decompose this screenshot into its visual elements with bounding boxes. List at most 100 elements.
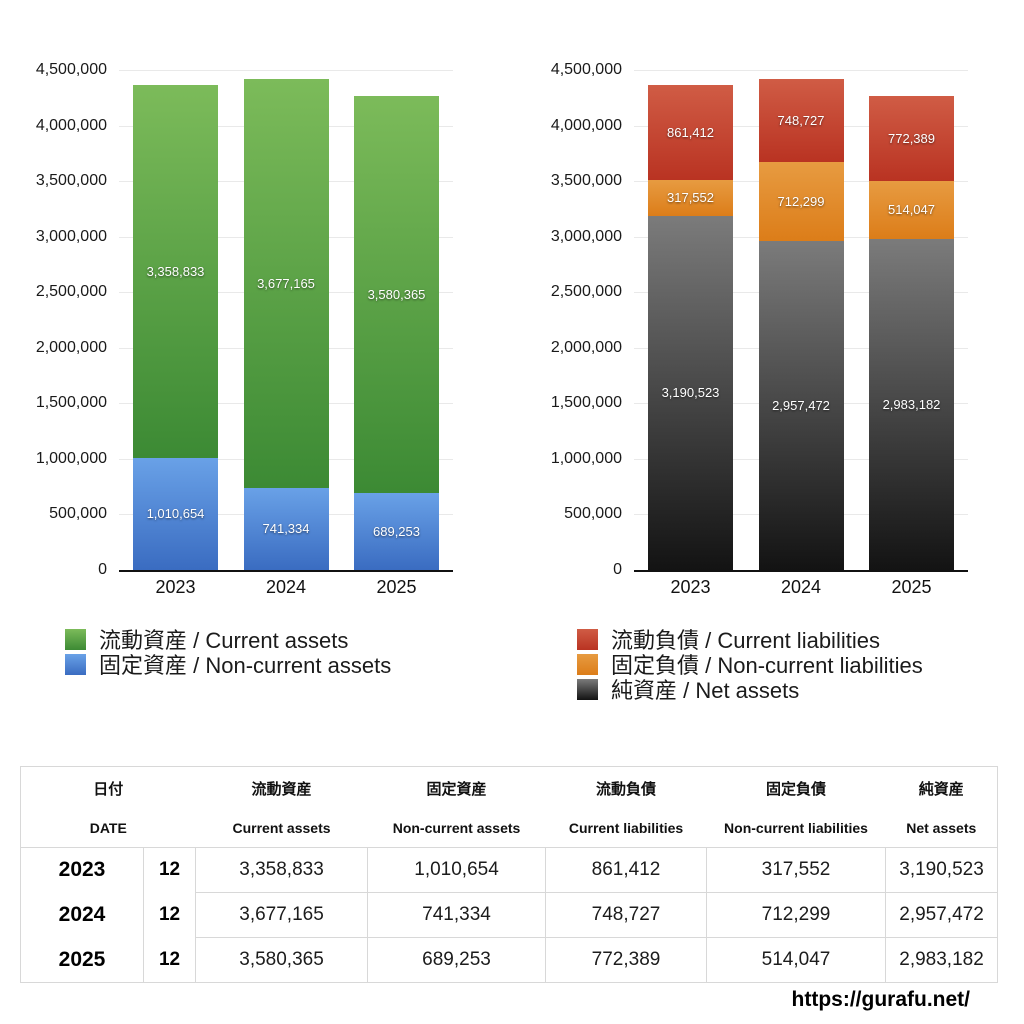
bar-value-label: 2,957,472 bbox=[772, 398, 830, 414]
y-tick-label: 3,000,000 bbox=[35, 227, 107, 245]
legend-item: 流動資産 / Current assets bbox=[65, 627, 391, 653]
y-tick-label: 4,500,000 bbox=[550, 61, 622, 78]
stacked-bar: 861,412 317,552 3,190,523 bbox=[648, 70, 733, 570]
bar-value-label: 3,358,833 bbox=[146, 263, 205, 279]
y-tick-label: 2,000,000 bbox=[550, 338, 622, 356]
y-tick-label: 3,000,000 bbox=[550, 227, 622, 245]
gridline bbox=[634, 70, 968, 71]
value-cell: 748,727 bbox=[545, 892, 707, 938]
legend-item: 純資産 / Net assets bbox=[577, 677, 923, 703]
legend-label: 固定負債 / Non-current liabilities bbox=[611, 653, 923, 678]
table-row: 2023 12 3,358,833 1,010,654 861,412 317,552 3,… bbox=[21, 847, 998, 893]
value-cell: 3,358,833 bbox=[195, 847, 368, 893]
header-current-liabilities-jp: 流動負債 bbox=[596, 780, 657, 798]
bar-value-label: 3,190,523 bbox=[661, 385, 720, 401]
bar-segment: 3,190,523 bbox=[648, 215, 733, 570]
value-cell: 2,983,182 bbox=[885, 937, 998, 983]
header-current-liabilities-en: Current liabilities bbox=[545, 809, 707, 848]
assets-x-axis: 2023 2024 2025 bbox=[119, 570, 453, 598]
bar-segment: 772,389 bbox=[869, 95, 954, 182]
bar-value-label: 748,727 bbox=[777, 113, 825, 129]
bar-value-label: 317,552 bbox=[667, 190, 714, 206]
bar-segment: 3,358,833 bbox=[133, 84, 218, 458]
y-tick-label: 2,500,000 bbox=[35, 283, 107, 301]
bars-layer: 3,358,833 1,010,654 3,677,165 741,334 3,580,… bbox=[119, 70, 453, 570]
legend-swatch bbox=[65, 653, 86, 675]
legend-swatch bbox=[577, 653, 598, 675]
balance-sheet-table: 日付 流動資産 固定資産 流動負債 固定負債 純資産 DATE Current … bbox=[20, 766, 999, 983]
x-tick-label: 2024 bbox=[780, 577, 822, 597]
y-tick-label: 500,000 bbox=[49, 505, 107, 523]
x-tick-label: 2024 bbox=[265, 577, 307, 597]
bar-value-label: 3,677,165 bbox=[257, 275, 315, 291]
bar-segment: 3,677,165 bbox=[243, 79, 329, 488]
header-noncurrent-liabilities-en: Non-current liabilities bbox=[706, 809, 886, 848]
year-cell: 2024 bbox=[58, 903, 106, 926]
legend-swatch bbox=[65, 628, 86, 650]
liabilities-plot-area: 861,412 317,552 3,190,523 748,727 712,299 2,9… bbox=[634, 70, 968, 572]
x-tick-label: 2025 bbox=[376, 577, 417, 597]
bar-value-label: 2,983,182 bbox=[882, 396, 941, 412]
bar-value-label: 741,334 bbox=[262, 521, 310, 537]
bar-value-label: 1,010,654 bbox=[146, 506, 205, 522]
bars-layer: 861,412 317,552 3,190,523 748,727 712,299 2,9… bbox=[634, 70, 968, 570]
legend-item: 流動負債 / Current liabilities bbox=[577, 627, 923, 653]
header-date-jp: 日付 bbox=[93, 780, 124, 798]
value-cell: 712,299 bbox=[706, 892, 886, 938]
value-cell: 2,957,472 bbox=[885, 892, 998, 938]
bar-segment: 712,299 bbox=[758, 162, 844, 242]
legend-item: 固定資産 / Non-current assets bbox=[65, 652, 391, 678]
bar-value-label: 861,412 bbox=[667, 124, 714, 140]
y-tick-label: 3,500,000 bbox=[35, 172, 107, 190]
header-net-assets-en: Net assets bbox=[885, 809, 998, 848]
value-cell: 3,580,365 bbox=[195, 937, 368, 983]
header-date-en: DATE bbox=[20, 809, 196, 848]
bar-segment: 689,253 bbox=[354, 493, 439, 570]
value-cell: 1,010,654 bbox=[367, 847, 546, 893]
y-tick-label: 500,000 bbox=[564, 505, 622, 523]
legend-swatch bbox=[577, 628, 598, 650]
x-tick-label: 2023 bbox=[670, 577, 711, 597]
x-tick-label: 2023 bbox=[155, 577, 196, 597]
y-tick-label: 1,500,000 bbox=[550, 394, 622, 412]
bar-value-label: 689,253 bbox=[373, 524, 420, 540]
liabilities-stacked-bar-chart: 4,500,000 4,000,000 3,500,000 3,000,000 2,50… bbox=[535, 61, 968, 600]
bar-segment: 317,552 bbox=[648, 180, 733, 216]
gridline bbox=[119, 70, 453, 71]
liabilities-x-axis: 2023 2024 2025 bbox=[634, 570, 968, 598]
table-header-en-row: DATE Current assets Non-current assets C… bbox=[20, 809, 998, 848]
value-cell: 741,334 bbox=[367, 892, 546, 938]
bar-segment: 514,047 bbox=[869, 181, 954, 239]
table-header-jp-row: 日付 流動資産 固定資産 流動負債 固定負債 純資産 bbox=[21, 767, 998, 810]
y-tick-label: 4,500,000 bbox=[35, 61, 107, 78]
assets-legend: 流動資産 / Current assets 固定資産 / Non-current … bbox=[65, 627, 391, 678]
bar-segment: 741,334 bbox=[243, 487, 329, 570]
legend-label: 流動資産 / Current assets bbox=[99, 628, 349, 653]
y-tick-label: 0 bbox=[98, 561, 107, 578]
bar-segment: 861,412 bbox=[648, 84, 733, 181]
month-cell: 12 bbox=[142, 847, 196, 893]
y-tick-label: 2,500,000 bbox=[550, 283, 622, 301]
bar-segment: 2,957,472 bbox=[758, 241, 844, 570]
y-tick-label: 1,000,000 bbox=[550, 449, 622, 467]
stacked-bar: 3,580,365 689,253 bbox=[354, 70, 439, 570]
month-cell: 12 bbox=[142, 892, 196, 938]
bar-segment: 748,727 bbox=[758, 79, 844, 163]
bar-value-label: 712,299 bbox=[777, 194, 825, 210]
year-cell: 2025 bbox=[58, 947, 106, 971]
header-noncurrent-liabilities-jp: 固定負債 bbox=[766, 780, 827, 798]
legend-label: 流動負債 / Current liabilities bbox=[611, 628, 880, 653]
year-cell: 2023 bbox=[58, 858, 106, 882]
y-tick-label: 3,500,000 bbox=[550, 172, 622, 190]
x-tick-label: 2025 bbox=[891, 577, 932, 597]
bar-value-label: 3,580,365 bbox=[367, 287, 426, 303]
table-row: 2024 12 3,677,165 741,334 748,727 712,299 2,95… bbox=[21, 892, 998, 938]
legend-item: 固定負債 / Non-current liabilities bbox=[577, 652, 923, 678]
table-body: 2023 12 3,358,833 1,010,654 861,412 317,552 3,… bbox=[21, 847, 998, 983]
bar-segment: 3,580,365 bbox=[354, 95, 439, 494]
liabilities-y-axis: 4,500,000 4,000,000 3,500,000 3,000,000 2,50… bbox=[535, 61, 634, 578]
liabilities-legend: 流動負債 / Current liabilities 固定負債 / Non-cur… bbox=[577, 627, 923, 703]
legend-swatch bbox=[577, 678, 598, 700]
assets-stacked-bar-chart: 4,500,000 4,000,000 3,500,000 3,000,000 2,50… bbox=[20, 61, 453, 600]
value-cell: 772,389 bbox=[545, 937, 707, 983]
